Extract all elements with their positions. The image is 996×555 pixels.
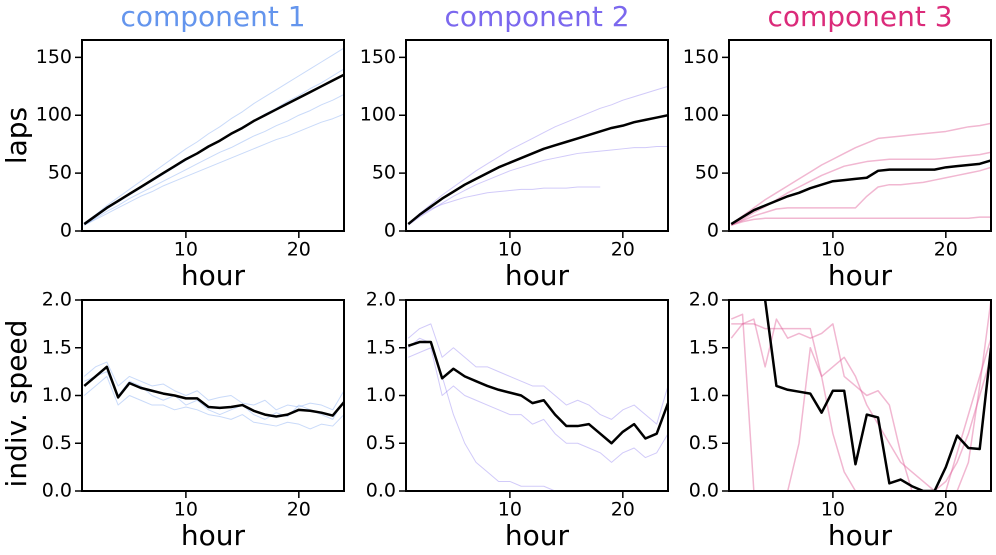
y-tick-label: 50 — [695, 162, 719, 184]
panel-title: component 1 — [120, 0, 305, 33]
series-line — [730, 151, 991, 226]
series-line — [83, 365, 344, 418]
y-tick-label: 0 — [707, 220, 719, 242]
series-line — [84, 113, 344, 226]
panel-title: component 3 — [767, 0, 952, 33]
y-tick-label: 1.0 — [42, 384, 72, 406]
series-line — [83, 93, 344, 226]
y-tick-label: 100 — [360, 104, 396, 126]
plot-area — [83, 47, 344, 226]
x-tick-label: 10 — [821, 239, 845, 261]
series-line — [730, 300, 991, 491]
x-axis-label: hour — [181, 259, 246, 292]
plot-area — [730, 122, 991, 226]
axes-frame — [81, 299, 345, 492]
axes-frame — [81, 39, 345, 232]
x-axis-label: hour — [828, 519, 893, 552]
y-tick-label: 0.0 — [689, 480, 719, 502]
panel-title: component 2 — [444, 0, 629, 33]
series-line — [407, 340, 668, 445]
series-line — [731, 216, 991, 226]
x-tick-label: 10 — [498, 239, 522, 261]
series-line — [83, 375, 344, 430]
y-axis-label: laps — [0, 107, 33, 164]
x-tick-label: 10 — [174, 499, 198, 521]
series-line — [407, 186, 601, 225]
x-tick-label: 10 — [821, 499, 845, 521]
plot-area — [730, 300, 991, 491]
y-tick-label: 150 — [683, 46, 719, 68]
x-tick-label: 20 — [934, 239, 958, 261]
x-tick-label: 20 — [287, 239, 311, 261]
x-axis-label: hour — [828, 259, 893, 292]
series-line — [763, 300, 991, 491]
y-axis-label: indiv. speed — [0, 320, 33, 488]
y-tick-label: 0 — [384, 220, 396, 242]
axes-frame — [405, 39, 669, 232]
series-line — [83, 73, 344, 226]
x-tick-label: 10 — [174, 239, 198, 261]
y-tick-label: 1.5 — [366, 336, 396, 358]
y-tick-label: 0.5 — [366, 432, 396, 454]
series-line — [84, 371, 344, 420]
series-line — [83, 47, 344, 224]
axes-frame — [405, 299, 669, 492]
y-tick-label: 1.5 — [42, 336, 72, 358]
x-tick-label: 20 — [934, 499, 958, 521]
series-line — [407, 323, 668, 425]
series-line — [407, 114, 668, 226]
y-tick-label: 100 — [36, 104, 72, 126]
x-tick-label: 20 — [611, 239, 635, 261]
y-tick-label: 0.0 — [42, 480, 72, 502]
series-line — [83, 68, 344, 225]
y-tick-label: 2.0 — [366, 289, 396, 311]
plot-area — [407, 323, 668, 491]
y-tick-label: 0 — [60, 220, 72, 242]
x-axis-label: hour — [505, 519, 570, 552]
axes-frame — [728, 39, 992, 232]
series-line — [730, 122, 991, 225]
x-axis-label: hour — [181, 519, 246, 552]
series-line — [730, 166, 991, 226]
y-tick-label: 2.0 — [42, 289, 72, 311]
y-tick-label: 1.5 — [689, 336, 719, 358]
y-tick-label: 50 — [372, 162, 396, 184]
series-line — [731, 323, 991, 491]
series-line — [407, 85, 668, 225]
y-tick-label: 50 — [48, 162, 72, 184]
series-line — [407, 146, 668, 226]
series-line — [730, 159, 991, 226]
series-line — [730, 313, 991, 491]
y-tick-label: 1.0 — [689, 384, 719, 406]
x-axis-label: hour — [505, 259, 570, 292]
y-tick-label: 1.0 — [366, 384, 396, 406]
y-tick-label: 0.5 — [689, 432, 719, 454]
x-tick-label: 20 — [287, 499, 311, 521]
x-tick-label: 10 — [498, 499, 522, 521]
y-tick-label: 150 — [36, 46, 72, 68]
y-tick-label: 100 — [683, 104, 719, 126]
series-line — [408, 347, 668, 463]
y-tick-label: 0.0 — [366, 480, 396, 502]
x-tick-label: 20 — [611, 499, 635, 521]
y-tick-label: 150 — [360, 46, 396, 68]
y-tick-label: 0.5 — [42, 432, 72, 454]
plot-area — [83, 361, 344, 430]
plot-area — [407, 85, 668, 226]
series-line — [83, 361, 344, 411]
y-tick-label: 2.0 — [689, 289, 719, 311]
